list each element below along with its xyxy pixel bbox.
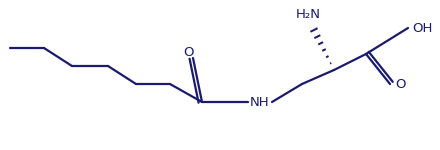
Text: OH: OH bbox=[412, 21, 433, 34]
Text: O: O bbox=[395, 78, 406, 90]
Text: H₂N: H₂N bbox=[296, 8, 320, 21]
Text: O: O bbox=[183, 45, 193, 58]
Text: NH: NH bbox=[250, 96, 270, 108]
